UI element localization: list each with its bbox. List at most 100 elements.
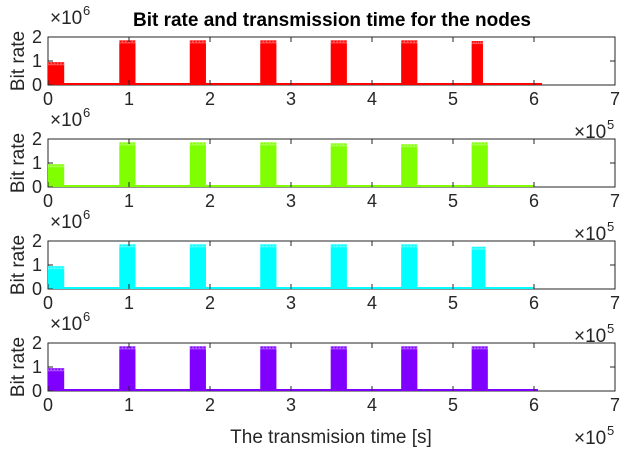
bar-burst-edge [48,368,65,372]
x-tick-label: 3 [286,191,296,211]
bar-burst [401,144,418,187]
y-axis-label: Bit rate [8,337,29,397]
bar-burst [260,346,277,391]
x-tick-label: 6 [529,89,539,109]
bar-burst-edge [401,144,418,148]
bar-burst [401,346,418,391]
bar-burst-edge [119,40,136,44]
y-axis-exponent: ×10 [50,212,82,233]
bar-burst [471,346,488,391]
bar-burst [48,368,65,391]
bar-burst-edge [189,244,206,248]
bar-burst [48,164,65,187]
bar-burst-edge [401,346,418,350]
x-tick-label: 4 [367,395,377,415]
bar-burst-edge [330,40,347,44]
bar-burst [330,346,347,391]
bar-burst [260,244,277,289]
bar-burst [119,142,136,187]
bar-burst-edge [48,62,65,66]
x-tick-label: 4 [367,293,377,313]
x-axis-exponent-power: 5 [607,117,614,132]
x-axis-exponent: ×10 [574,428,606,449]
bar-burst-edge [119,346,136,350]
bar-burst-edge [401,244,418,248]
x-axis-exponent: ×10 [574,224,606,245]
x-axis-exponent-power: 5 [607,219,614,234]
x-tick-label: 7 [610,191,620,211]
y-tick-label: 1 [32,153,42,173]
y-tick-label: 2 [32,333,42,353]
x-tick-label: 6 [529,293,539,313]
y-tick-label: 0 [32,177,42,197]
bar-burst [189,244,206,289]
bar-burst [119,40,136,85]
x-tick-label: 0 [43,293,53,313]
x-tick-label: 2 [205,89,215,109]
y-tick-label: 1 [32,51,42,71]
x-tick-label: 5 [448,89,458,109]
x-axis-exponent: ×10 [574,122,606,143]
x-tick-label: 3 [286,395,296,415]
bar-burst-edge [260,142,277,146]
bar-burst [471,41,483,85]
x-tick-label: 7 [610,293,620,313]
x-tick-label: 0 [43,395,53,415]
bar-burst [189,346,206,391]
bar-burst-edge [48,164,65,168]
bar-burst-edge [119,142,136,146]
bar-burst [189,142,206,187]
x-tick-label: 7 [610,395,620,415]
bar-burst [48,266,65,289]
x-tick-label: 4 [367,89,377,109]
x-tick-label: 1 [124,395,134,415]
x-tick-label: 0 [43,89,53,109]
bar-burst [260,142,277,187]
y-tick-label: 2 [32,231,42,251]
x-tick-label: 1 [124,89,134,109]
y-axis-exponent: ×10 [50,314,82,335]
chart-title: Bit rate and transmission time for the n… [133,10,531,31]
x-tick-label: 5 [448,191,458,211]
bar-burst [471,246,486,289]
x-tick-label: 5 [448,395,458,415]
bar-burst-edge [471,142,488,146]
y-axis-label: Bit rate [8,235,29,295]
y-axis-label: Bit rate [8,133,29,193]
x-axis-exponent-power: 5 [607,423,614,438]
bar-burst-edge [401,40,418,44]
bar-burst-edge [471,346,488,350]
bar-burst [330,143,347,187]
y-tick-label: 0 [32,279,42,299]
x-axis-exponent-power: 5 [607,321,614,336]
x-tick-label: 1 [124,293,134,313]
y-axis-exponent: ×10 [50,8,82,29]
y-axis-exponent-power: 6 [83,3,90,18]
y-axis-label: Bit rate [8,31,29,91]
y-axis-exponent-power: 6 [83,105,90,120]
bar-burst-edge [119,244,136,248]
bar-burst [330,40,347,85]
bar-burst [401,40,418,85]
x-tick-label: 7 [610,89,620,109]
bar-burst-edge [260,346,277,350]
y-axis-exponent-power: 6 [83,309,90,324]
bar-burst [119,244,136,289]
bar-burst [471,142,488,187]
y-axis-exponent: ×10 [50,110,82,131]
y-tick-label: 2 [32,27,42,47]
bar-burst-edge [330,346,347,350]
y-tick-label: 1 [32,255,42,275]
bar-burst-edge [471,246,486,250]
y-tick-label: 0 [32,75,42,95]
bar-burst [48,62,65,85]
bar-burst-edge [330,143,347,147]
x-axis-exponent: ×10 [574,326,606,347]
x-tick-label: 0 [43,191,53,211]
x-tick-label: 1 [124,191,134,211]
bar-burst-edge [260,244,277,248]
y-tick-label: 1 [32,357,42,377]
